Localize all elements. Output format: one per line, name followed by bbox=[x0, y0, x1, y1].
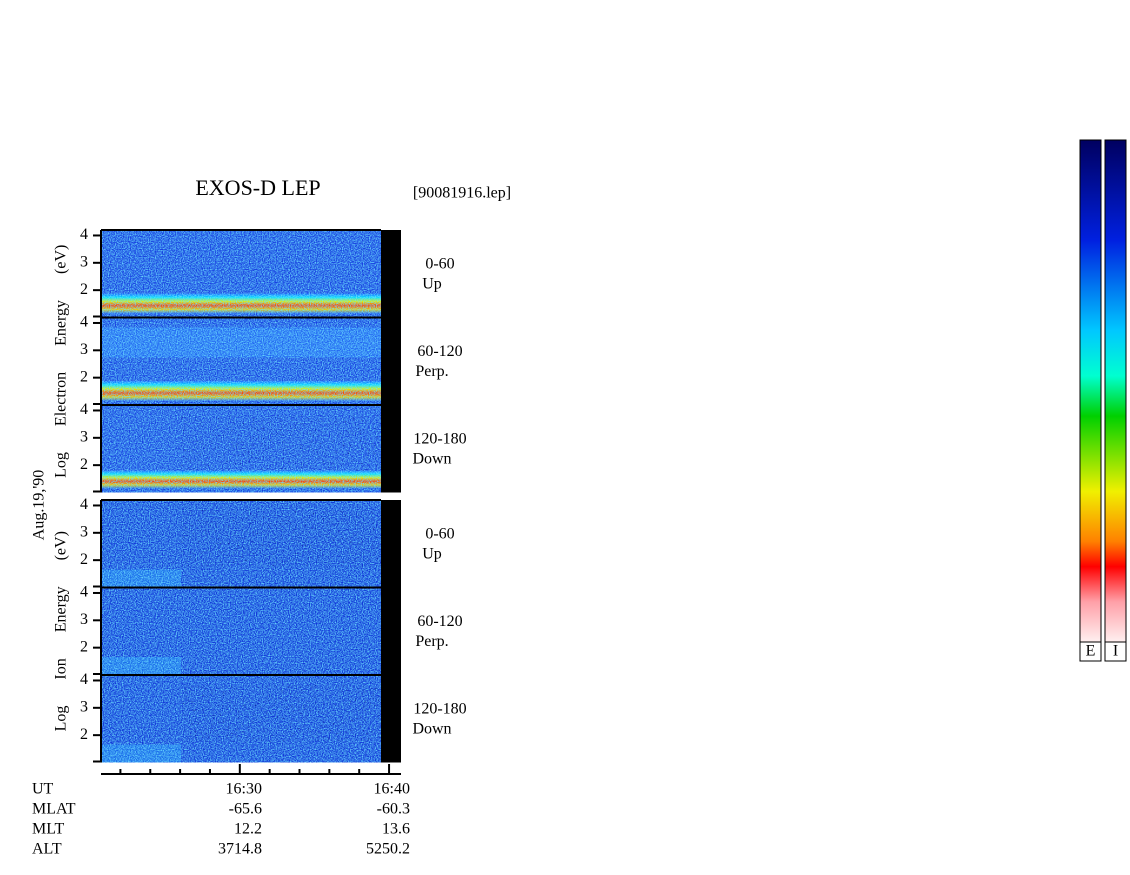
orbit-row-label: MLT bbox=[32, 821, 65, 838]
date: Aug.19,'90 bbox=[31, 470, 48, 540]
orbit-value: -65.6 bbox=[229, 801, 262, 818]
y-tick-label: 2 bbox=[80, 726, 88, 743]
spectrogram-dropouts bbox=[181, 685, 381, 743]
data-gap bbox=[381, 317, 401, 405]
orbit-value: -60.3 bbox=[377, 801, 410, 818]
direction-label: Perp. bbox=[415, 633, 448, 650]
angle-label: 120-180 bbox=[413, 701, 466, 718]
angle-label: 60-120 bbox=[417, 343, 462, 360]
color-bar bbox=[1079, 139, 1102, 643]
angle-label: 60-120 bbox=[417, 613, 462, 630]
y-tick-label: 3 bbox=[80, 523, 88, 540]
direction-label: Down bbox=[412, 721, 451, 738]
orbit-value: 13.6 bbox=[382, 821, 410, 838]
y-tick-label: 4 bbox=[80, 401, 88, 418]
spectrogram-dropouts bbox=[181, 415, 381, 473]
y-tick-label: 3 bbox=[80, 253, 88, 270]
spectrogram-noise bbox=[101, 317, 381, 405]
direction-label: Up bbox=[422, 546, 442, 563]
orbit-row-label: ALT bbox=[32, 841, 62, 858]
direction-label: Up bbox=[422, 276, 442, 293]
data-gap bbox=[381, 675, 401, 763]
y-tick-label: 4 bbox=[80, 584, 88, 601]
spectrogram-noise bbox=[101, 230, 381, 318]
y-tick-label: 3 bbox=[80, 341, 88, 358]
y-tick-label: 2 bbox=[80, 551, 88, 568]
energy-axis-label: Log Electron Energy (eV) bbox=[53, 245, 70, 478]
y-tick-label: 4 bbox=[80, 314, 88, 331]
orbit-value: 3714.8 bbox=[218, 841, 262, 858]
y-tick-label: 4 bbox=[80, 671, 88, 688]
orbit-row-label: UT bbox=[32, 781, 54, 798]
file-name: [90081916.lep] bbox=[413, 185, 511, 202]
data-gap bbox=[381, 405, 401, 493]
color-bar-label-box bbox=[1104, 641, 1127, 662]
title: EXOS-D LEP bbox=[195, 175, 320, 200]
y-tick-label: 3 bbox=[80, 611, 88, 628]
color-bar-label-box bbox=[1079, 641, 1102, 662]
y-tick-label: 2 bbox=[80, 281, 88, 298]
y-tick-label: 2 bbox=[80, 368, 88, 385]
orbit-value: 5250.2 bbox=[366, 841, 410, 858]
y-tick-label: 3 bbox=[80, 428, 88, 445]
y-tick-label: 2 bbox=[80, 456, 88, 473]
orbit-value: 16:40 bbox=[374, 781, 410, 798]
data-gap bbox=[381, 230, 401, 318]
orbit-value: 12.2 bbox=[234, 821, 262, 838]
orbit-value: 16:30 bbox=[226, 781, 262, 798]
angle-label: 120-180 bbox=[413, 431, 466, 448]
y-tick-label: 3 bbox=[80, 698, 88, 715]
angle-label: 0-60 bbox=[425, 526, 454, 543]
data-gap bbox=[381, 587, 401, 675]
direction-label: Down bbox=[412, 451, 451, 468]
color-bar-label: I bbox=[1113, 643, 1118, 660]
color-bar bbox=[1104, 139, 1127, 643]
orbit-row-label: MLAT bbox=[32, 801, 76, 818]
y-tick-label: 2 bbox=[80, 638, 88, 655]
y-tick-label: 4 bbox=[80, 226, 88, 243]
data-gap bbox=[381, 500, 401, 588]
direction-label: Perp. bbox=[415, 363, 448, 380]
spectrogram-dropouts bbox=[181, 510, 381, 568]
energy-axis-label: Log Ion Energy (eV) bbox=[53, 531, 70, 731]
y-tick-label: 4 bbox=[80, 496, 88, 513]
color-bar-label: E bbox=[1086, 643, 1096, 660]
angle-label: 0-60 bbox=[425, 256, 454, 273]
spectrogram-noise bbox=[101, 587, 381, 675]
